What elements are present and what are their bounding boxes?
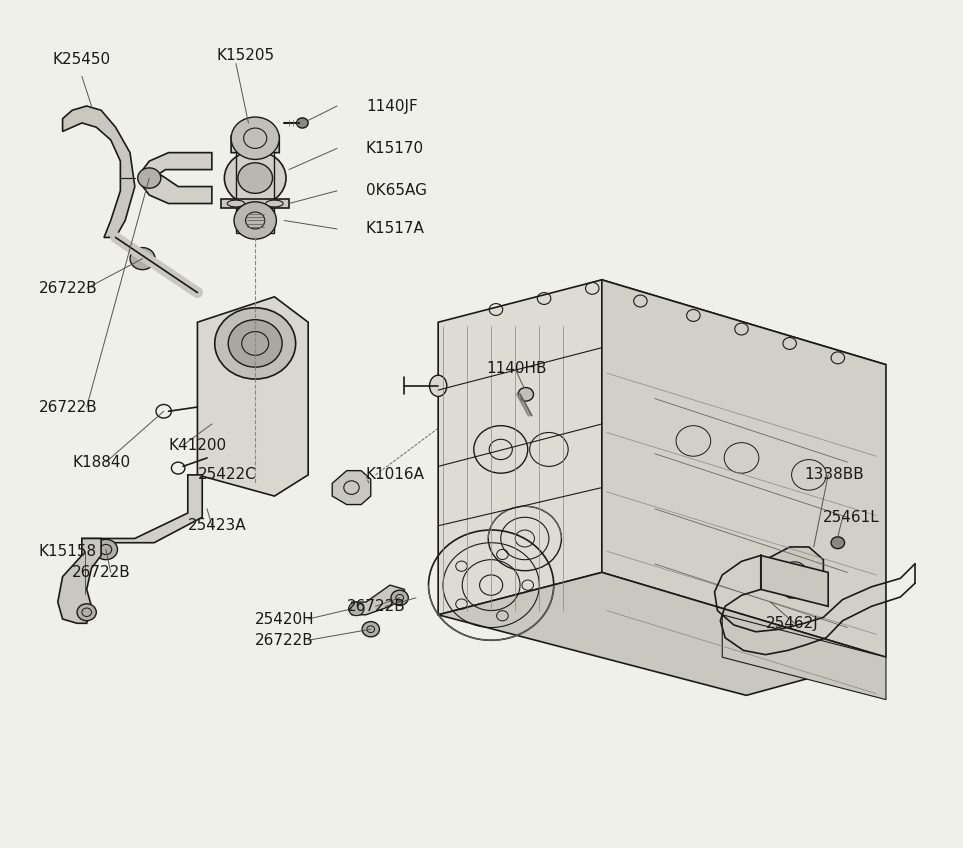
Text: K1517A: K1517A [366, 221, 425, 237]
Circle shape [297, 118, 308, 128]
Text: K18840: K18840 [72, 455, 130, 470]
Polygon shape [231, 123, 279, 153]
Text: 25461L: 25461L [823, 510, 880, 525]
Ellipse shape [429, 375, 447, 397]
Circle shape [362, 622, 379, 637]
Polygon shape [761, 555, 828, 606]
Polygon shape [766, 547, 823, 598]
Text: 1338BB: 1338BB [804, 467, 864, 483]
Text: K15205: K15205 [217, 47, 274, 63]
Circle shape [94, 539, 117, 560]
Polygon shape [58, 538, 101, 623]
Text: 25422C: 25422C [197, 467, 256, 483]
Polygon shape [332, 471, 371, 505]
Polygon shape [467, 280, 886, 411]
Circle shape [138, 168, 161, 188]
Text: 0K65AG: 0K65AG [366, 183, 427, 198]
Polygon shape [82, 475, 202, 560]
Circle shape [224, 151, 286, 205]
Text: 26722B: 26722B [39, 281, 97, 296]
Text: 25423A: 25423A [188, 518, 247, 533]
Polygon shape [438, 280, 602, 615]
Polygon shape [602, 280, 886, 657]
Polygon shape [236, 208, 274, 233]
Circle shape [349, 602, 364, 616]
Text: K15170: K15170 [366, 141, 424, 156]
Text: K25450: K25450 [53, 52, 111, 67]
Circle shape [228, 320, 282, 367]
Circle shape [234, 202, 276, 239]
Text: 1140JF: 1140JF [366, 98, 418, 114]
Circle shape [77, 604, 96, 621]
Circle shape [831, 537, 845, 549]
Circle shape [215, 308, 296, 379]
Polygon shape [197, 297, 308, 496]
Polygon shape [221, 199, 289, 208]
Circle shape [391, 590, 408, 605]
Text: 26722B: 26722B [39, 399, 97, 415]
Text: 1140HB: 1140HB [486, 361, 547, 377]
Circle shape [130, 248, 155, 270]
Text: 25420H: 25420H [255, 611, 315, 627]
Polygon shape [140, 153, 212, 204]
Text: 26722B: 26722B [347, 599, 405, 614]
Text: K41200: K41200 [169, 438, 226, 453]
Circle shape [238, 163, 273, 193]
Polygon shape [63, 106, 135, 237]
Text: K1016A: K1016A [366, 467, 425, 483]
Circle shape [231, 117, 279, 159]
Polygon shape [351, 585, 404, 615]
Text: 26722B: 26722B [72, 565, 131, 580]
Polygon shape [722, 615, 886, 700]
Polygon shape [438, 572, 886, 695]
Text: 25462J: 25462J [766, 616, 819, 631]
Text: K15158: K15158 [39, 544, 96, 559]
Text: 26722B: 26722B [255, 633, 314, 648]
Circle shape [518, 388, 534, 401]
